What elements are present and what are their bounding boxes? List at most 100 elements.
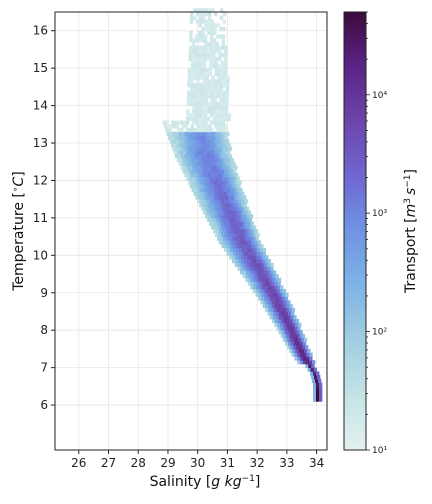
heatmap-cell [238,263,241,267]
heatmap-cell [245,252,248,256]
heatmap-cell [285,293,288,297]
heatmap-cell [258,240,261,244]
heatmap-cell [220,203,223,207]
heatmap-cell [228,240,231,244]
heatmap-cell [240,218,243,222]
heatmap-cell [203,49,206,53]
heatmap-cell [250,285,253,289]
heatmap-cell [229,173,232,177]
heatmap-cell [201,46,204,50]
heatmap-cell [205,87,208,91]
heatmap-cell [196,87,199,91]
heatmap-cell [259,252,262,256]
heatmap-cell [235,192,238,196]
heatmap-cell [278,278,281,282]
heatmap-cell [192,42,195,46]
heatmap-cell [195,121,198,125]
heatmap-cell [205,173,208,177]
heatmap-cell [243,207,246,211]
heatmap-cell [220,184,223,188]
heatmap-cell [271,285,274,289]
heatmap-cell [283,308,286,312]
heatmap-cell [264,293,267,297]
heatmap-cell [190,184,193,188]
heatmap-cell [197,199,200,203]
heatmap-cell [205,139,208,143]
heatmap-cell [203,68,206,72]
heatmap-cell [207,195,210,199]
heatmap-cell [206,68,209,72]
heatmap-cell [211,203,214,207]
y-tick-label: 11 [33,211,48,225]
heatmap-cell [208,203,211,207]
heatmap-cell [250,255,253,259]
heatmap-cell [190,147,193,151]
heatmap-cell [205,91,208,95]
heatmap-cell [249,274,252,278]
heatmap-cell [249,229,252,233]
heatmap-cell [237,267,240,271]
heatmap-cell [243,274,246,278]
heatmap-cell [214,203,217,207]
heatmap-cell [286,323,289,327]
heatmap-cell [246,274,249,278]
heatmap-cell [297,326,300,330]
heatmap-cell [217,154,220,158]
heatmap-cell [191,68,194,72]
heatmap-cell [223,72,226,76]
heatmap-cell [199,139,202,143]
heatmap-cell [191,64,194,68]
heatmap-cell [231,218,234,222]
heatmap-cell [218,57,221,61]
x-tick-label: 32 [250,456,265,470]
heatmap-cell [244,203,247,207]
heatmap-cell [237,195,240,199]
heatmap-cell [209,188,212,192]
heatmap-cell [196,79,199,83]
heatmap-cell [216,177,219,181]
heatmap-cell [299,334,302,338]
heatmap-cell [212,151,215,155]
heatmap-cell [285,297,288,301]
heatmap-cell [205,154,208,158]
heatmap-cell [263,278,266,282]
heatmap-cell [224,233,227,237]
heatmap-cell [272,274,275,278]
heatmap-cell [263,300,266,304]
heatmap-cell [205,162,208,166]
heatmap-cell [285,341,288,345]
heatmap-cell [264,263,267,267]
heatmap-cell [264,267,267,271]
heatmap-cell [211,76,214,80]
heatmap-cell [187,91,190,95]
heatmap-cell [230,248,233,252]
heatmap-cell [217,147,220,151]
heatmap-cell [210,165,213,169]
heatmap-cell [242,244,245,248]
heatmap-cell [288,330,291,334]
heatmap-cell [275,304,278,308]
heatmap-cell [225,184,228,188]
heatmap-cell [200,64,203,68]
heatmap-cell [245,199,248,203]
heatmap-cell [215,233,218,237]
heatmap-cell [267,270,270,274]
heatmap-cell [270,267,273,271]
heatmap-cell [223,79,226,83]
heatmap-cell [277,308,280,312]
heatmap-cell [241,225,244,229]
heatmap-cell [250,237,253,241]
heatmap-cell [239,188,242,192]
heatmap-cell [295,323,298,327]
heatmap-cell [223,203,226,207]
heatmap-cell [272,300,275,304]
heatmap-cell [201,27,204,31]
heatmap-cell [236,199,239,203]
heatmap-cell [295,338,298,342]
heatmap-cell [197,57,200,61]
heatmap-cell [313,386,316,390]
heatmap-cell [222,117,225,121]
heatmap-cell [208,192,211,196]
heatmap-cell [267,267,270,271]
heatmap-cell [207,27,210,31]
